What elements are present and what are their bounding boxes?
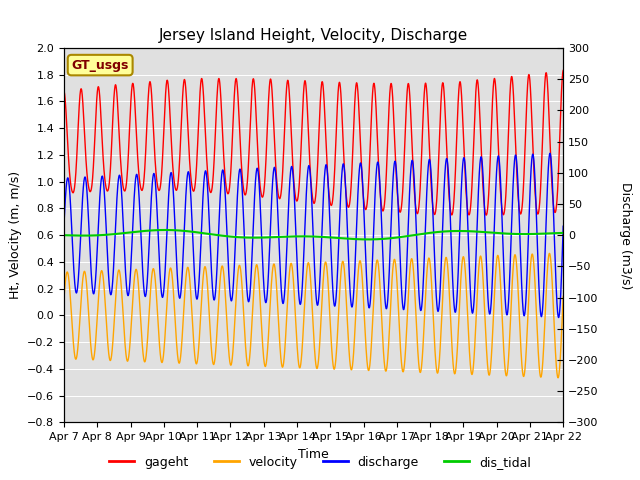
Title: Jersey Island Height, Velocity, Discharge: Jersey Island Height, Velocity, Discharg…: [159, 28, 468, 43]
Legend: gageht, velocity, discharge, dis_tidal: gageht, velocity, discharge, dis_tidal: [104, 451, 536, 474]
X-axis label: Time: Time: [298, 448, 329, 461]
Y-axis label: Ht, Velocity (m, m/s): Ht, Velocity (m, m/s): [8, 171, 22, 299]
Y-axis label: Discharge (m3/s): Discharge (m3/s): [620, 181, 632, 289]
Text: GT_usgs: GT_usgs: [72, 59, 129, 72]
